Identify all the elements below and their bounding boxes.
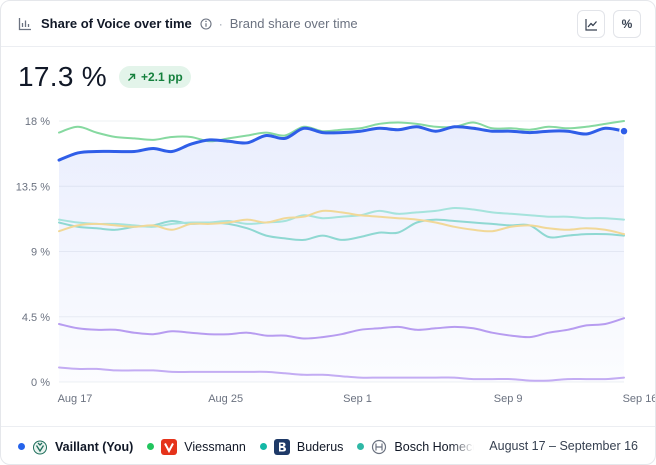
series-line[interactable] [58,366,625,382]
card-subtitle: Brand share over time [229,16,358,31]
legend-label: Bosch Homecom [394,439,474,454]
legend-dot [259,443,267,450]
buderus-logo-icon [273,438,290,455]
chart-legend: Vaillant (You) Viessmann Buderus [1,426,655,464]
line-chart-view-button[interactable] [577,10,605,38]
legend-label: Buderus [296,439,344,454]
x-tick-label: Sep 1 [343,393,372,405]
legend-item-bosch-homecom[interactable]: Bosch Homecom [357,439,474,455]
legend-dot [18,443,25,450]
metric-summary: 17.3 % +2.1 pp [18,61,191,93]
viessmann-logo-icon [161,438,178,455]
series-line[interactable] [58,209,625,236]
arrow-up-right-icon [127,73,136,81]
legend-dot [357,443,365,450]
y-tick-label: 4.5 % [22,312,50,324]
share-line-chart: 0 % 4.5 % 9 % 13.5 % 18 % Aug 17 Aug 25 Sep 1 Se… [16,116,656,405]
legend-item-vaillant[interactable]: Vaillant (You) [18,439,133,455]
date-range: August 17 – September 16 [489,439,638,453]
series-line[interactable] [58,206,625,228]
y-tick-label: 0 % [31,377,50,389]
series-line[interactable] [58,120,625,143]
legend-label: Viessmann [184,439,246,454]
vaillant-logo-icon [32,439,48,455]
series-end-marker[interactable] [619,126,629,136]
line-chart-icon [584,18,597,31]
y-tick-label: 13.5 % [16,181,50,193]
percent-icon: % [621,17,633,31]
legend-dot [147,443,155,450]
delta-value: +2.1 pp [140,70,183,84]
series-line[interactable] [58,317,625,340]
info-icon[interactable] [200,17,212,30]
bosch-logo-icon [371,439,387,455]
delta-badge: +2.1 pp [118,66,191,88]
x-tick-label: Aug 17 [58,393,93,405]
series-area [59,126,624,382]
x-tick-label: Aug 25 [208,393,243,405]
card-header: Share of Voice over time · Brand share o… [1,1,655,47]
y-tick-label: 9 % [31,247,50,259]
x-tick-label: Sep 16 [623,393,656,405]
y-tick-label: 18 % [25,116,50,128]
share-value: 17.3 % [18,61,107,92]
x-tick-label: Sep 9 [494,393,523,405]
legend-label: Vaillant (You) [55,439,134,454]
title-separator: · [218,16,223,31]
percent-view-button[interactable]: % [613,10,641,38]
legend-item-buderus[interactable]: Buderus [259,438,344,455]
bar-chart-icon [18,17,31,30]
legend-item-viessmann[interactable]: Viessmann [147,438,246,455]
series-line[interactable] [57,125,626,162]
card-title: Share of Voice over time [41,16,192,31]
